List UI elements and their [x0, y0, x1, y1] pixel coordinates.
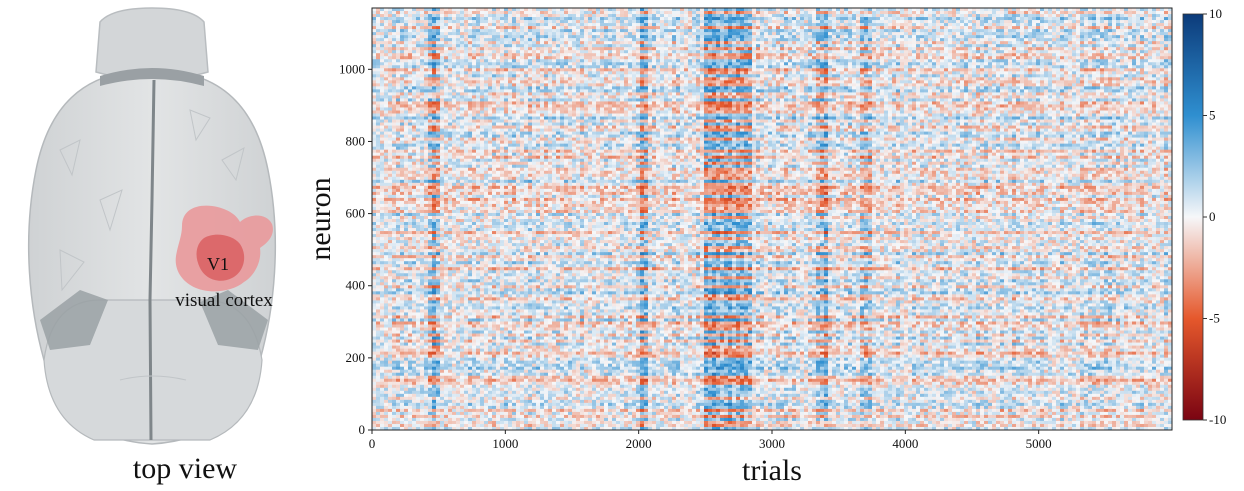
- x-tick-label: 5000: [1026, 436, 1052, 451]
- colorbar-tick-label: 10: [1209, 6, 1222, 21]
- x-tick-label: 0: [369, 436, 376, 451]
- x-tick-label: 2000: [626, 436, 652, 451]
- colorbar-tick-label: -5: [1209, 311, 1220, 326]
- x-axis-label: trials: [742, 454, 802, 487]
- y-tick-label: 1000: [339, 61, 365, 76]
- y-tick-label: 0: [359, 422, 366, 437]
- colorbar-tick-label: 0: [1209, 209, 1216, 224]
- y-tick-label: 600: [346, 206, 366, 221]
- y-tick-label: 200: [346, 350, 366, 365]
- x-tick-label: 4000: [892, 436, 918, 451]
- colorbar-tick-label: -10: [1209, 412, 1226, 427]
- y-tick-label: 400: [346, 278, 366, 293]
- heatmap-cells: [372, 8, 1172, 430]
- y-axis-label: neuron: [304, 177, 337, 260]
- x-axis: 0 1000 2000 3000 4000 5000: [369, 430, 1052, 451]
- x-tick-label: 3000: [759, 436, 785, 451]
- colorbar: [1183, 14, 1203, 420]
- y-tick-label: 800: [346, 133, 366, 148]
- x-tick-label: 1000: [492, 436, 518, 451]
- y-axis: 0 200 400 600 800 1000: [339, 61, 372, 437]
- colorbar-tick-label: 5: [1209, 108, 1216, 123]
- colorbar-ticks: 10 5 0 -5 -10: [1203, 6, 1226, 427]
